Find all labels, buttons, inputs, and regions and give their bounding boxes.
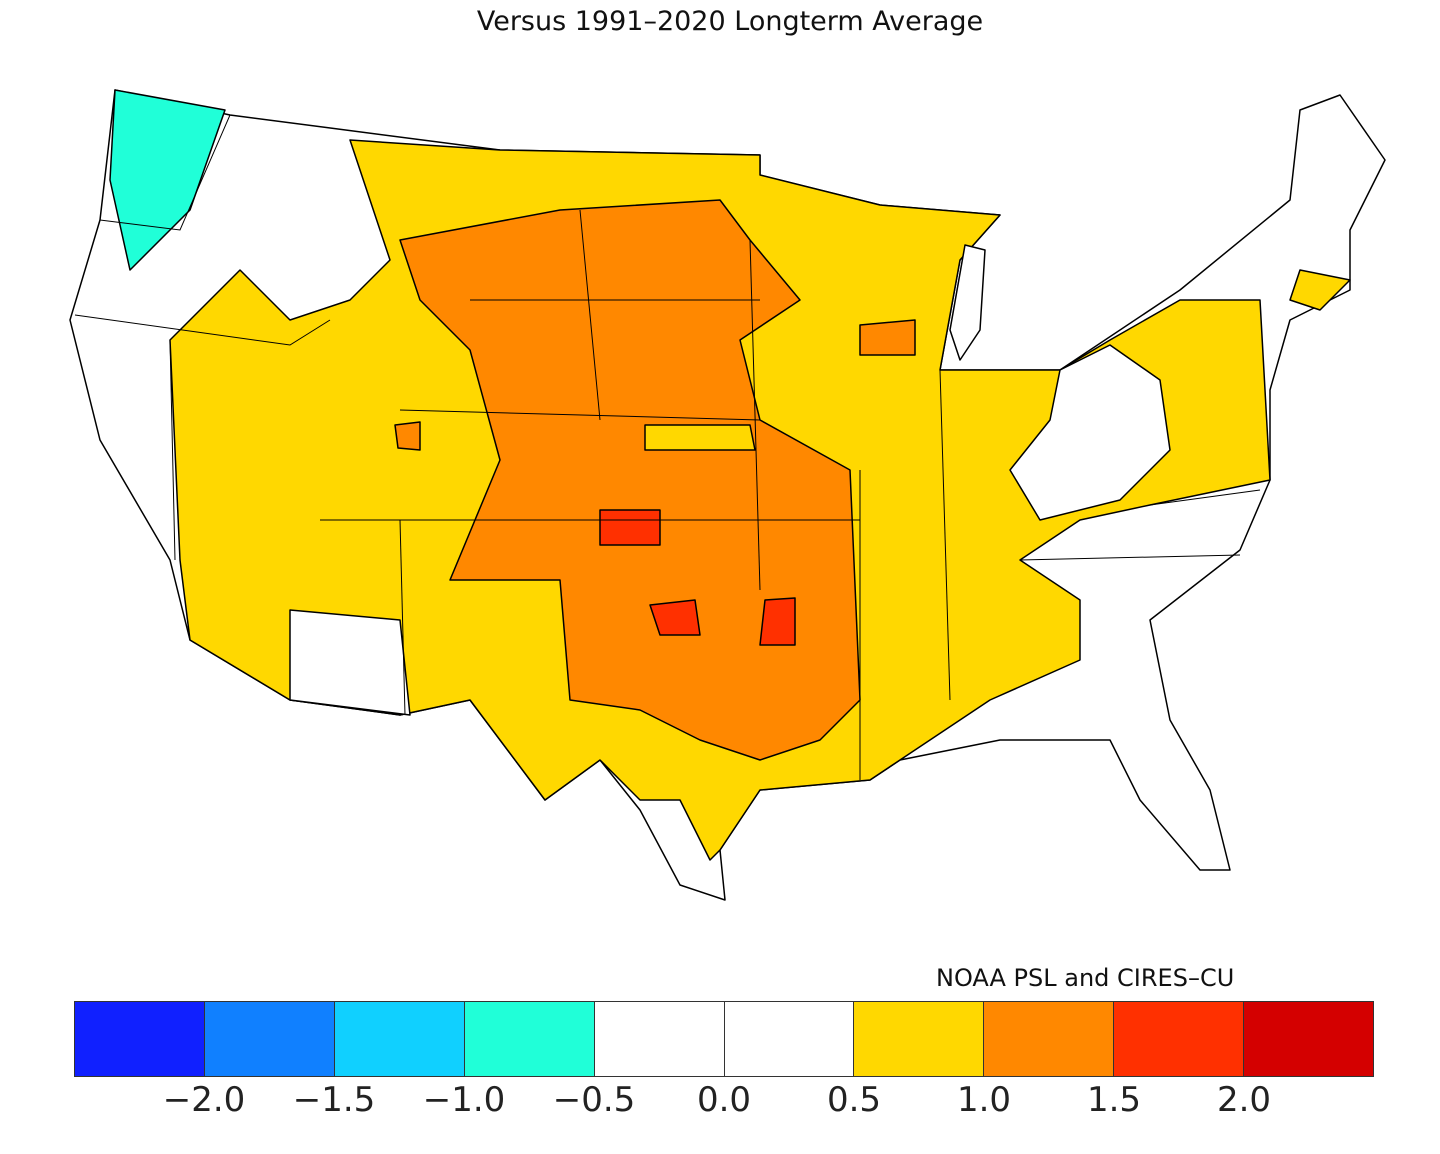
legend-swatch xyxy=(334,1002,465,1076)
legend-swatch xyxy=(984,1002,1115,1076)
region-near-normal-ohio-valley xyxy=(1009,344,1171,521)
legend-tick-label: −1.0 xyxy=(422,1080,506,1120)
color-legend xyxy=(74,1001,1374,1077)
region-above-1-0-iowa xyxy=(859,319,916,356)
legend-ticks: −2.0 −1.5 −1.0 −0.5 0.0 0.5 1.0 1.5 2.0 xyxy=(0,1080,1440,1120)
map-title: Versus 1991–2020 Longterm Average xyxy=(476,6,984,37)
us-climate-division-map xyxy=(69,89,1386,901)
legend-swatch xyxy=(75,1002,205,1076)
legend-swatch xyxy=(1114,1002,1245,1076)
region-above-1-0 xyxy=(399,199,861,761)
legend-tick-label: 0.0 xyxy=(696,1080,752,1120)
region-above-1-5-oklahoma xyxy=(759,597,796,646)
legend-tick-label: −1.5 xyxy=(292,1080,376,1120)
credit-label: NOAA PSL and CIRES–CU xyxy=(936,964,1235,992)
legend-tick-label: −0.5 xyxy=(552,1080,636,1120)
region-above-1-5-texas xyxy=(649,599,701,636)
legend-swatch xyxy=(724,1002,855,1076)
legend-swatch xyxy=(1244,1002,1374,1076)
legend-tick-label: −2.0 xyxy=(162,1080,246,1120)
region-above-0-5-massachusetts xyxy=(1289,269,1351,311)
legend-tick-label: 0.5 xyxy=(826,1080,882,1120)
lake-michigan xyxy=(949,244,986,361)
region-above-1-5-kansas xyxy=(599,509,661,546)
region-near-normal-southwest xyxy=(289,609,411,716)
region-near-1-0-kansas-north xyxy=(644,424,756,451)
legend-swatch xyxy=(464,1002,595,1076)
legend-swatch xyxy=(594,1002,725,1076)
legend-tick-label: 1.0 xyxy=(956,1080,1012,1120)
legend-tick-label: 2.0 xyxy=(1216,1080,1272,1120)
region-above-1-0-utah xyxy=(394,421,421,451)
legend-swatch xyxy=(854,1002,985,1076)
legend-swatch xyxy=(204,1002,335,1076)
legend-tick-label: 1.5 xyxy=(1086,1080,1142,1120)
state-boundaries xyxy=(74,114,1261,780)
